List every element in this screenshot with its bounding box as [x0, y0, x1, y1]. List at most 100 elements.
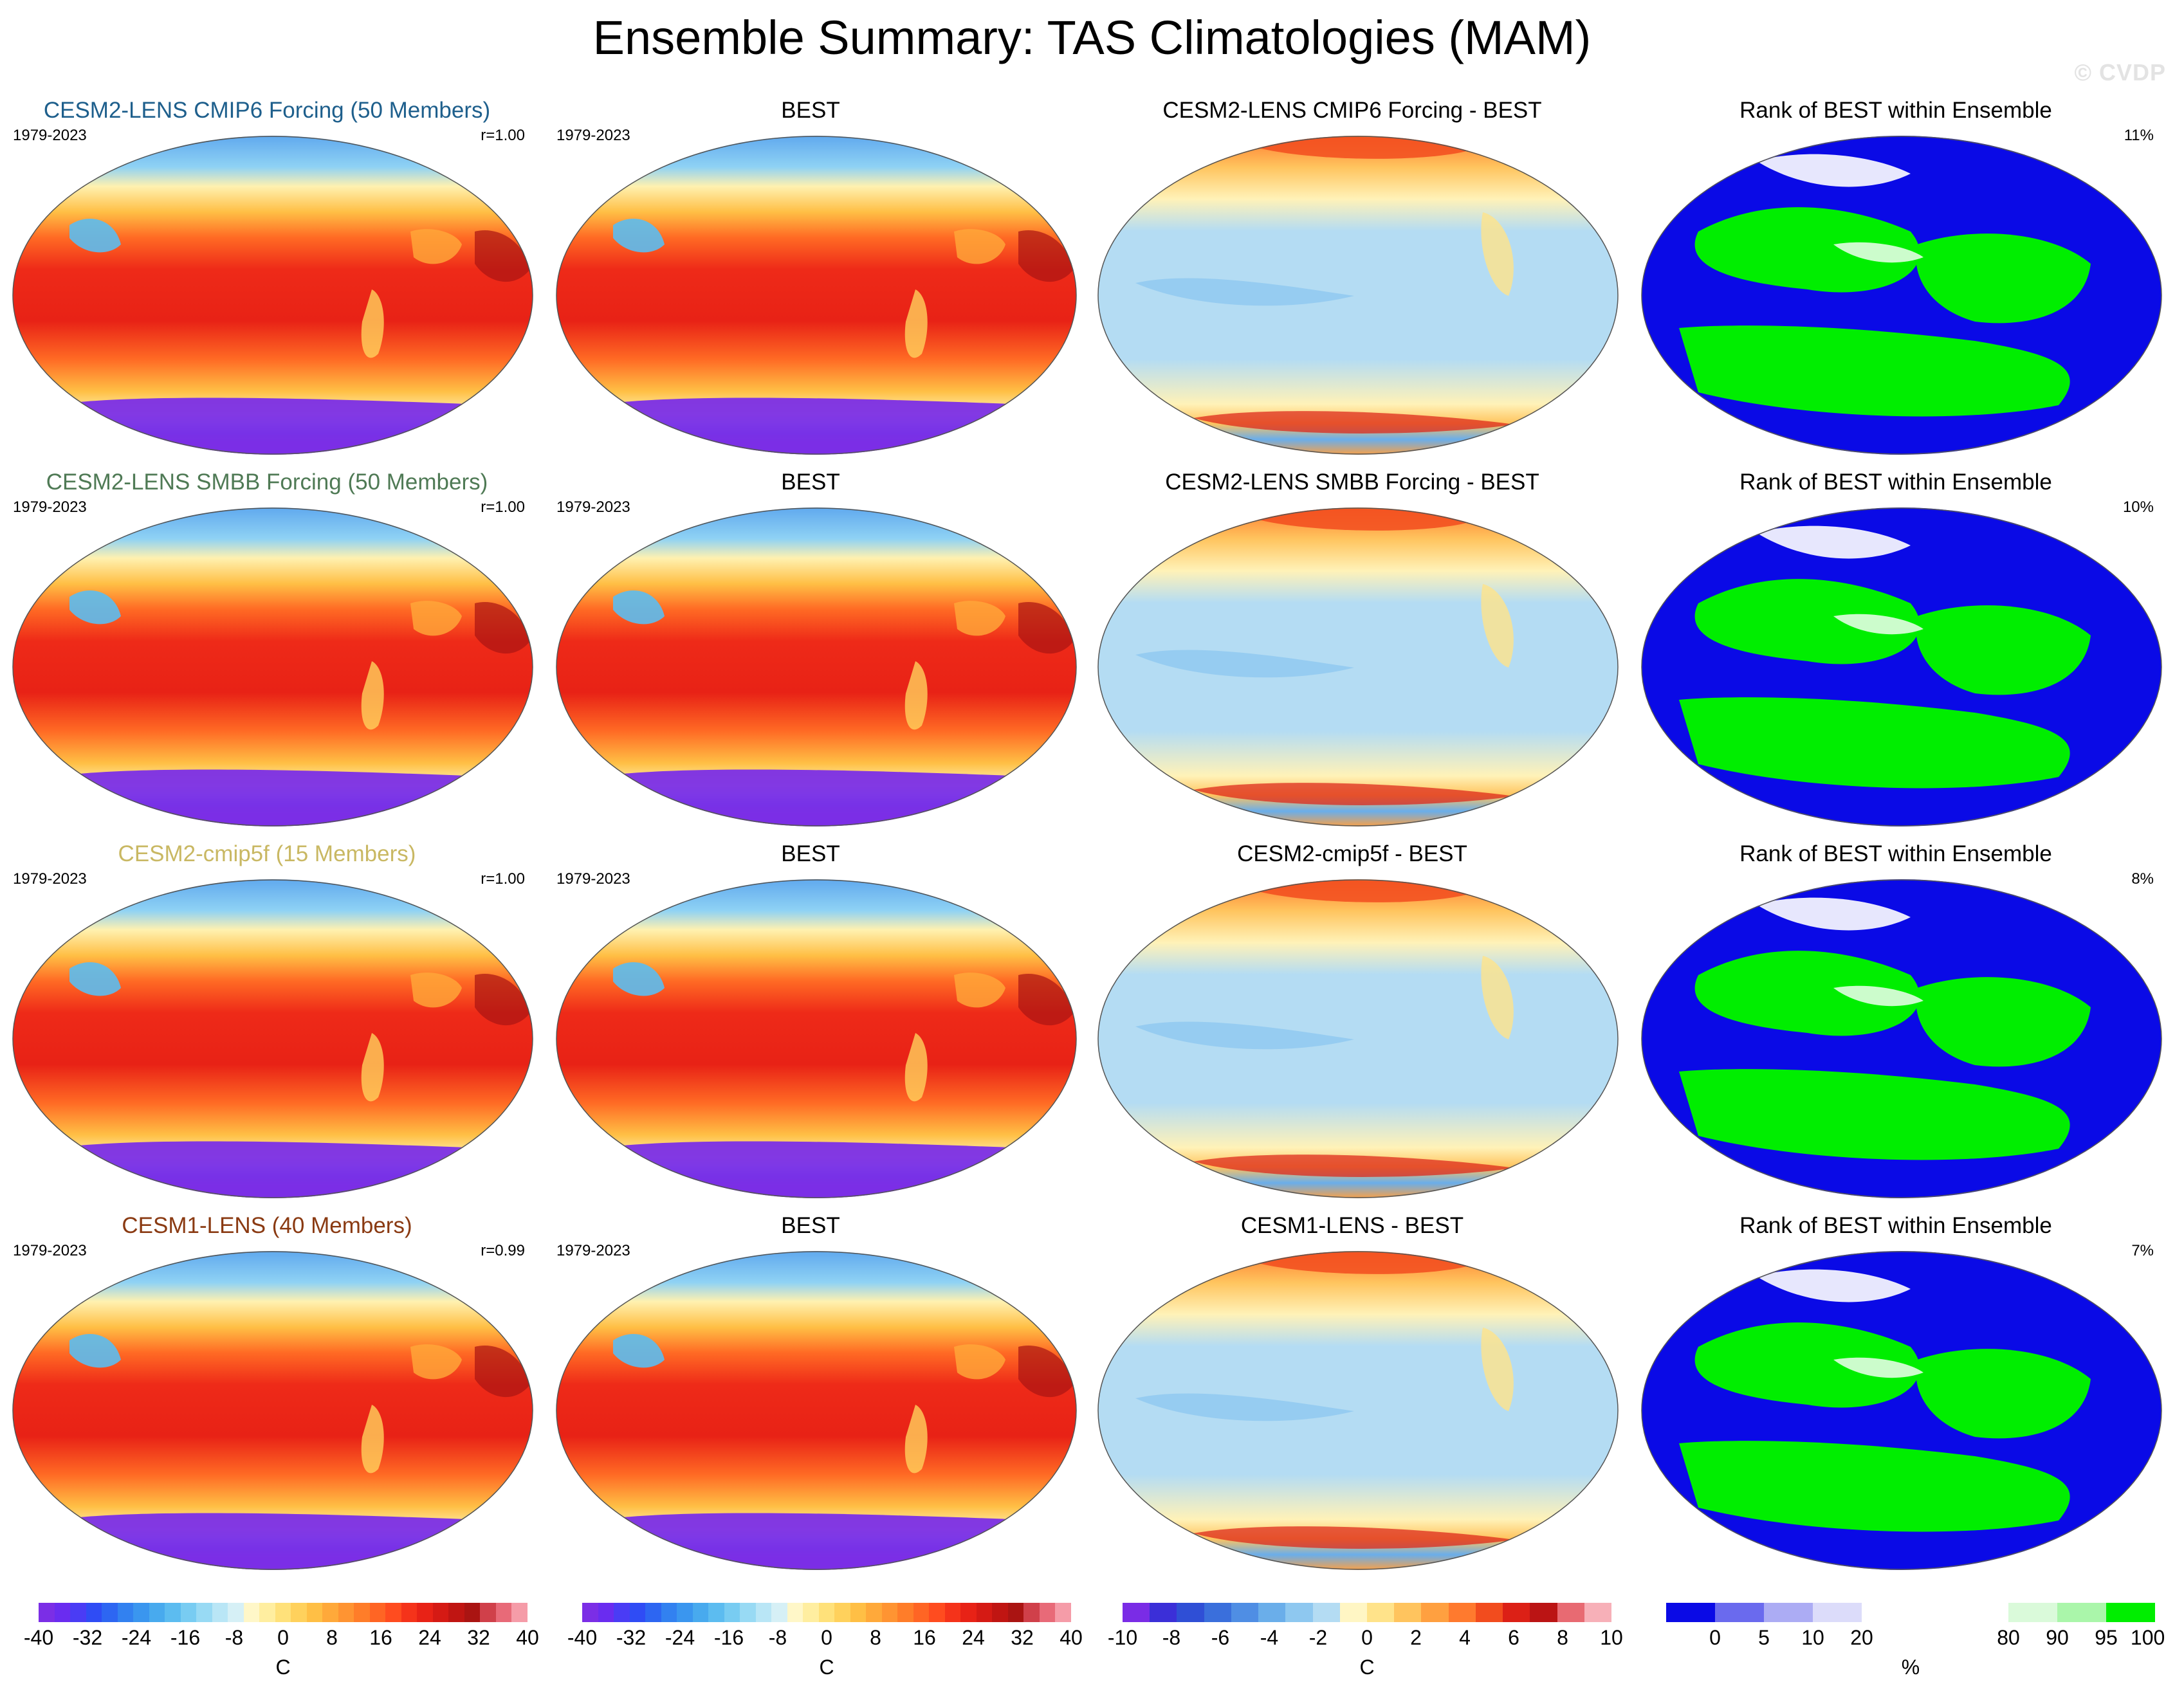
- colorbar-swatch: [39, 1603, 55, 1622]
- colorbar-tick-label: -4: [1260, 1626, 1279, 1649]
- period-label: 1979-2023: [13, 498, 87, 516]
- colorbar-tick-label: 8: [326, 1626, 338, 1649]
- america-warm-region: [410, 601, 462, 636]
- panel-diff-row-2: CESM2-LENS SMBB Forcing - BEST: [1085, 468, 1619, 828]
- colorbar-swatch: [228, 1603, 244, 1622]
- colorbar-swatch: [992, 1603, 1008, 1622]
- map-obs: [555, 1250, 1078, 1571]
- panel-title: BEST: [781, 470, 840, 495]
- colorbar-tick-label: -8: [768, 1626, 787, 1649]
- correlation-label: r=1.00: [481, 498, 525, 516]
- rank-high-region-1: [1694, 1322, 1920, 1408]
- robinson-map: [556, 507, 1077, 827]
- southern-ocean-anomaly: [1193, 1155, 1515, 1177]
- southern-ocean-anomaly: [1193, 783, 1515, 805]
- rank-percent-label: 8%: [2131, 870, 2154, 888]
- colorbar-swatch: [1666, 1603, 1715, 1622]
- colorbar-swatch: [1204, 1603, 1231, 1622]
- continent-warm-anomaly: [1481, 584, 1514, 668]
- rank-mid-region: [1756, 897, 1911, 931]
- rank-high-region-2: [1916, 1349, 2091, 1439]
- colorbar-swatch: [1584, 1603, 1611, 1622]
- robinson-map: [1641, 879, 2162, 1199]
- colorbar-swatch: [291, 1603, 307, 1622]
- andes-region: [904, 661, 928, 730]
- andes-region: [361, 289, 384, 358]
- period-label: 1979-2023: [13, 1242, 87, 1259]
- america-warm-region: [410, 229, 462, 264]
- rank-mid-band: [1833, 1357, 1923, 1378]
- andes-region: [904, 289, 928, 358]
- panel-diff-row-3: CESM2-cmip5f - BEST: [1085, 840, 1619, 1200]
- antarctica-region: [556, 1141, 1077, 1199]
- andes-region: [361, 1033, 384, 1102]
- colorbar-swatch: [2106, 1603, 2155, 1622]
- colorbar-tick-label: 24: [962, 1626, 985, 1649]
- correlation-label: r=0.99: [481, 1242, 525, 1259]
- period-label: 1979-2023: [556, 870, 630, 888]
- colorbar-tick-label: 80: [1997, 1626, 2020, 1649]
- colorbar-swatches: [1123, 1603, 1611, 1622]
- america-warm-region: [410, 972, 462, 1008]
- colorbar-1: -40 -32 -24 -16 -8 0 8 16 24 32 40 C: [24, 1603, 539, 1686]
- colorbar-swatch: [243, 1603, 260, 1622]
- panel-rank-row-2: Rank of BEST within Ensemble 10%: [1629, 468, 2163, 828]
- map-outline: [12, 136, 533, 455]
- colorbar-swatch: [102, 1603, 118, 1622]
- colorbar-swatch: [133, 1603, 149, 1622]
- africa-hot-region: [1018, 230, 1073, 282]
- colorbar-swatch: [417, 1603, 433, 1622]
- continent-warm-anomaly: [1481, 212, 1514, 296]
- colorbar-tick-label: 4: [1459, 1626, 1471, 1649]
- robinson-map: [556, 879, 1077, 1199]
- america-warm-region: [954, 229, 1005, 264]
- panel-rank-row-1: Rank of BEST within Ensemble 11%: [1629, 96, 2163, 457]
- tibet-cold-region: [69, 962, 121, 996]
- colorbar-swatch: [1911, 1603, 1959, 1622]
- colorbar-swatch: [1055, 1603, 1071, 1622]
- colorbar-swatch: [1007, 1603, 1024, 1622]
- rank-high-region-3: [1679, 325, 2070, 417]
- colorbar-ticks: -40 -32 -24 -16 -8 0 8 16 24 32 40: [24, 1626, 539, 1654]
- panel-title: CESM2-LENS SMBB Forcing (50 Members): [46, 470, 488, 495]
- colorbar-swatch: [1312, 1603, 1340, 1622]
- map-outline: [556, 879, 1077, 1198]
- rank-mid-region: [1756, 1269, 1911, 1302]
- southern-ocean-anomaly: [1193, 411, 1515, 434]
- colorbar-swatch: [1150, 1603, 1177, 1622]
- america-warm-region: [410, 1344, 462, 1380]
- colorbar-swatch: [1394, 1603, 1422, 1622]
- colorbar-swatch: [2057, 1603, 2106, 1622]
- america-warm-region: [954, 1344, 1005, 1380]
- colorbar-tick-label: -6: [1211, 1626, 1230, 1649]
- rank-high-region-2: [1916, 605, 2091, 695]
- colorbar-swatch: [1813, 1603, 1862, 1622]
- colorbar-swatch: [464, 1603, 481, 1622]
- panel-diff-row-4: CESM1-LENS - BEST: [1085, 1212, 1619, 1572]
- panel-title: CESM2-cmip5f (15 Members): [118, 841, 416, 866]
- panel-title: CESM1-LENS - BEST: [1240, 1213, 1464, 1238]
- colorbar-swatch: [1764, 1603, 1813, 1622]
- panel-model-row-1: CESM2-LENS CMIP6 Forcing (50 Members) 197…: [0, 96, 534, 457]
- map-outline: [1641, 507, 2162, 826]
- tibet-cold-region: [69, 219, 121, 253]
- colorbar-swatch: [1448, 1603, 1476, 1622]
- map-rank: [1640, 1250, 2163, 1571]
- colorbar-tick-label: 100: [2130, 1626, 2165, 1649]
- colorbar-swatch: [708, 1603, 724, 1622]
- antarctica-region: [556, 769, 1077, 827]
- colorbar-swatch: [480, 1603, 496, 1622]
- tibet-cold-region: [613, 962, 665, 996]
- america-warm-region: [954, 972, 1005, 1008]
- africa-hot-region: [1018, 1346, 1073, 1398]
- rank-mid-band: [1833, 242, 1923, 263]
- map-obs: [555, 507, 1078, 827]
- rank-high-region-3: [1679, 697, 2070, 789]
- period-label: 1979-2023: [556, 498, 630, 516]
- colorbar-swatch: [117, 1603, 134, 1622]
- colorbar-swatch: [432, 1603, 449, 1622]
- colorbar-tick-label: -16: [713, 1626, 744, 1649]
- map-rank: [1640, 135, 2163, 455]
- panel-rank-row-3: Rank of BEST within Ensemble 8%: [1629, 840, 2163, 1200]
- panel-model-row-2: CESM2-LENS SMBB Forcing (50 Members) 1979…: [0, 468, 534, 828]
